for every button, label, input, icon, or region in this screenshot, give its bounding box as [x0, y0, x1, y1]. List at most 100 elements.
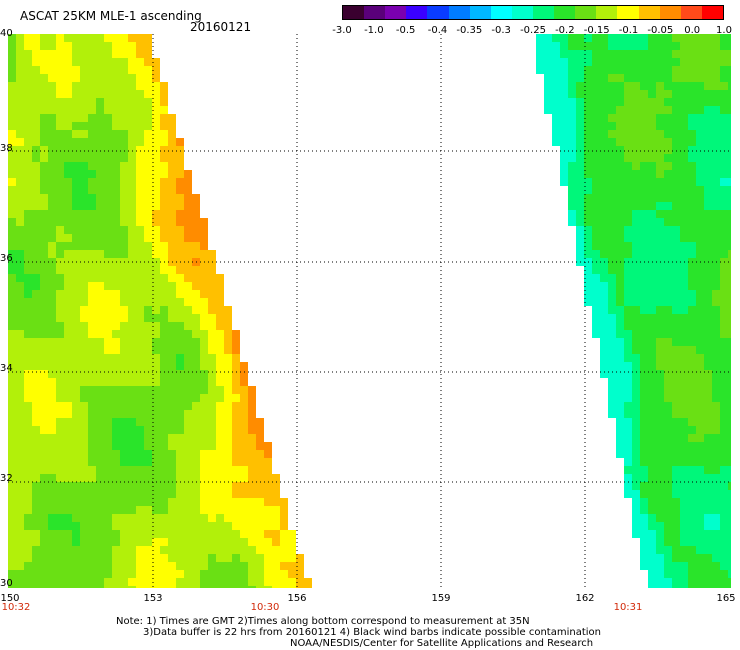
swath-cell [24, 306, 32, 314]
swath-cell [200, 522, 208, 530]
swath-cell [16, 186, 24, 194]
swath-cell [600, 122, 608, 130]
swath-cell [56, 562, 64, 570]
swath-cell [40, 42, 48, 50]
swath-cell [616, 194, 624, 202]
swath-cell [688, 322, 696, 330]
swath-cell [88, 338, 96, 346]
swath-cell [648, 338, 656, 346]
swath-cell [144, 242, 152, 250]
swath-cell [640, 122, 648, 130]
swath-cell [608, 58, 616, 66]
swath-cell [200, 370, 208, 378]
swath-cell [640, 290, 648, 298]
swath-cell [40, 434, 48, 442]
swath-cell [136, 434, 144, 442]
swath-cell [264, 578, 272, 586]
swath-cell [584, 154, 592, 162]
swath-cell [80, 306, 88, 314]
swath-cell [144, 418, 152, 426]
swath-cell [176, 538, 184, 546]
swath-cell [632, 442, 640, 450]
swath-cell [664, 370, 672, 378]
swath-cell [48, 514, 56, 522]
swath-cell [160, 482, 168, 490]
swath-cell [8, 354, 16, 362]
swath-cell [120, 138, 128, 146]
swath-cell [64, 226, 72, 234]
swath-cell [640, 234, 648, 242]
swath-cell [680, 506, 688, 514]
swath-cell [152, 394, 160, 402]
swath-cell [304, 578, 312, 586]
swath-cell [680, 242, 688, 250]
swath-cell [16, 578, 24, 586]
swath-cell [200, 562, 208, 570]
swath-cell [672, 154, 680, 162]
swath-cell [288, 538, 296, 546]
swath-cell [192, 490, 200, 498]
swath-cell [688, 490, 696, 498]
swath-cell [96, 42, 104, 50]
swath-cell [728, 138, 731, 146]
swath-cell [48, 58, 56, 66]
swath-cell [144, 322, 152, 330]
swath-cell [632, 122, 640, 130]
swath-cell [120, 346, 128, 354]
swath-cell [176, 426, 184, 434]
swath-cell [648, 362, 656, 370]
swath-cell [688, 530, 696, 538]
swath-cell [72, 522, 80, 530]
swath-cell [624, 226, 632, 234]
swath-cell [112, 450, 120, 458]
swath-cell [584, 218, 592, 226]
swath-cell [576, 114, 584, 122]
swath-cell [24, 546, 32, 554]
swath-cell [664, 290, 672, 298]
swath-cell [672, 266, 680, 274]
swath-cell [104, 146, 112, 154]
swath-cell [624, 178, 632, 186]
lon-label-162: 162 [575, 593, 595, 604]
swath-cell [192, 474, 200, 482]
swath-cell [656, 530, 664, 538]
swath-cell [96, 338, 104, 346]
swath-cell [192, 250, 200, 258]
swath-cell [208, 250, 216, 258]
swath-cell [728, 410, 731, 418]
swath-cell [72, 170, 80, 178]
swath-cell [32, 490, 40, 498]
swath-cell [656, 554, 664, 562]
swath-cell [40, 346, 48, 354]
swath-cell [32, 378, 40, 386]
swath-cell [80, 442, 88, 450]
swath-cell [640, 474, 648, 482]
swath-cell [128, 322, 136, 330]
swath-cell [160, 450, 168, 458]
swath-cell [128, 266, 136, 274]
swath-cell [104, 106, 112, 114]
swath-cell [624, 162, 632, 170]
swath-cell [56, 370, 64, 378]
swath-cell [40, 146, 48, 154]
swath-cell [80, 154, 88, 162]
swath-cell [120, 362, 128, 370]
swath-cell [144, 210, 152, 218]
swath-cell [720, 266, 728, 274]
swath-cell [104, 66, 112, 74]
swath-cell [24, 226, 32, 234]
swath-cell [560, 58, 568, 66]
swath-cell [24, 522, 32, 530]
swath-cell [640, 250, 648, 258]
swath-cell [728, 202, 731, 210]
swath-cell [104, 546, 112, 554]
swath-cell [160, 154, 168, 162]
swath-cell [48, 434, 56, 442]
swath-cell [208, 434, 216, 442]
swath-cell [168, 266, 176, 274]
swath-cell [24, 490, 32, 498]
swath-cell [112, 458, 120, 466]
swath-cell [48, 330, 56, 338]
swath-cell [136, 586, 144, 588]
swath-cell [544, 98, 552, 106]
